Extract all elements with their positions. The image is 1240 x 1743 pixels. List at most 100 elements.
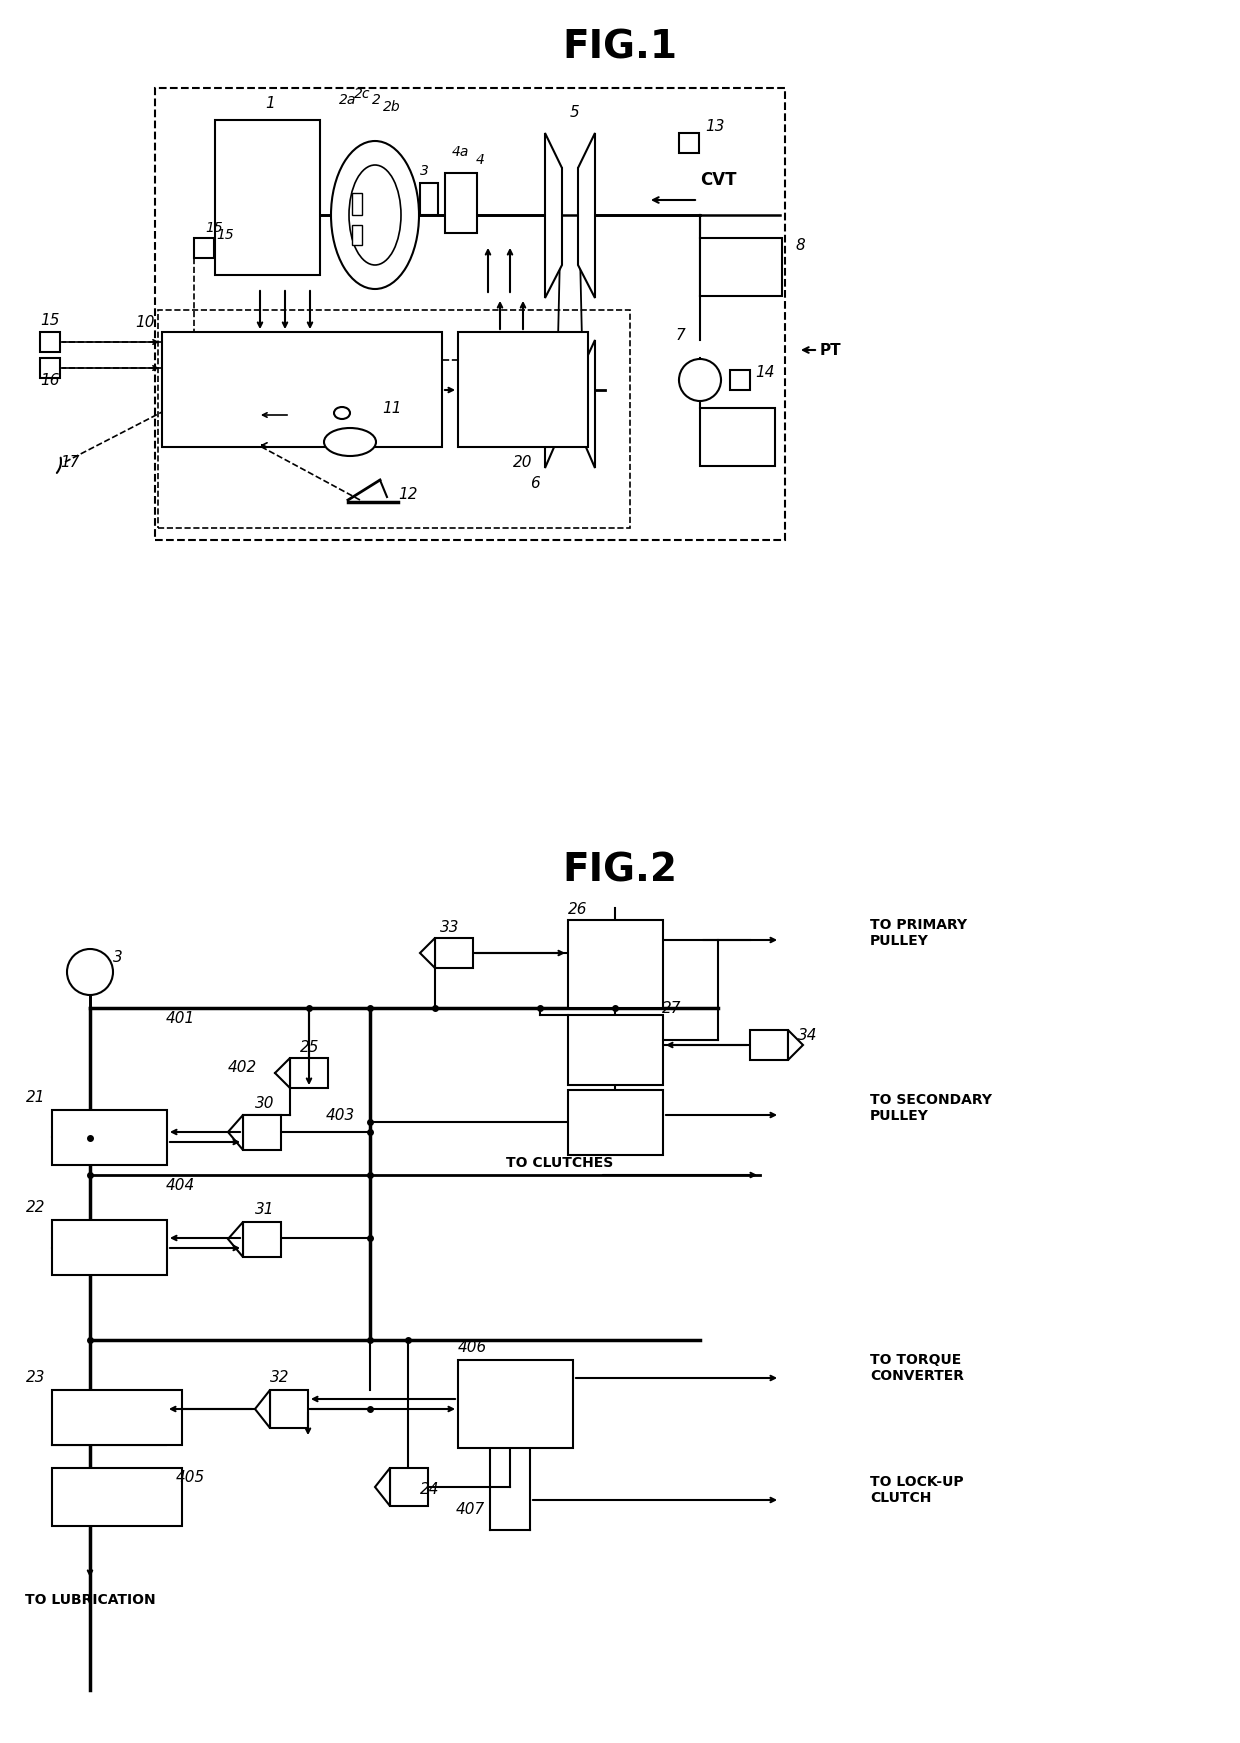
Polygon shape [546,340,558,469]
Text: 20: 20 [513,455,533,469]
Text: 14: 14 [755,364,775,380]
Text: 33: 33 [440,920,460,934]
Bar [701,239,782,296]
Text: 3: 3 [113,950,123,964]
Text: 23: 23 [26,1370,45,1386]
Text: 11: 11 [382,401,402,415]
Text: 17: 17 [61,455,79,469]
Bar [568,1089,663,1156]
Bar [193,239,215,258]
Text: 32: 32 [270,1370,290,1386]
Text: 34: 34 [799,1028,817,1042]
Bar [568,1014,663,1084]
Text: FIG.2: FIG.2 [563,851,677,889]
Bar [270,1389,308,1428]
Text: 2a: 2a [340,92,357,106]
Ellipse shape [348,166,401,265]
Text: CVT: CVT [701,171,737,188]
Ellipse shape [324,429,376,457]
Text: TO PRIMARY
PULLEY: TO PRIMARY PULLEY [870,919,967,948]
Text: 4: 4 [476,153,485,167]
Text: 27: 27 [662,1000,682,1016]
Bar [420,183,438,214]
Bar [568,920,663,1007]
Bar [435,938,472,967]
Bar [391,1468,428,1506]
Text: 16: 16 [40,373,60,387]
Bar [352,193,362,214]
Text: 21: 21 [26,1091,45,1105]
Bar [458,1360,573,1448]
Bar [352,225,362,246]
Bar [215,120,320,275]
Text: 5: 5 [570,105,580,120]
Text: 403: 403 [325,1107,355,1122]
Text: 15: 15 [216,228,234,242]
Text: 12: 12 [398,486,418,502]
Text: 10: 10 [135,314,155,329]
Text: 404: 404 [165,1178,195,1192]
Polygon shape [228,1222,243,1257]
Polygon shape [255,1389,270,1428]
Polygon shape [546,132,562,298]
Polygon shape [228,1116,243,1150]
Text: 6: 6 [531,476,539,490]
Text: 7: 7 [675,328,684,343]
Bar [40,331,60,352]
Text: 3: 3 [420,164,429,178]
Text: 22: 22 [26,1201,45,1215]
Bar [445,173,477,234]
Text: 1: 1 [265,96,275,110]
Text: 15: 15 [205,221,223,235]
Bar [243,1222,281,1257]
Text: 2c: 2c [353,87,371,101]
Text: 2b: 2b [383,99,401,113]
Text: 13: 13 [706,119,724,134]
Text: TO TORQUE
CONVERTER: TO TORQUE CONVERTER [870,1353,963,1384]
Text: 406: 406 [458,1340,486,1356]
Ellipse shape [334,408,350,418]
Bar [52,1220,167,1274]
Text: 402: 402 [227,1060,257,1075]
Bar [157,310,630,528]
Text: TO LOCK-UP
CLUTCH: TO LOCK-UP CLUTCH [870,1475,963,1506]
Ellipse shape [680,359,720,401]
Text: 26: 26 [568,901,588,917]
Bar [290,1058,329,1088]
Text: 2: 2 [372,92,381,106]
Text: 405: 405 [175,1471,205,1485]
Text: FIG.1: FIG.1 [563,28,677,66]
Bar [52,1468,182,1527]
Bar [40,357,60,378]
Bar [162,331,441,446]
Ellipse shape [331,141,419,289]
Bar [750,1030,787,1060]
Bar [243,1116,281,1150]
Polygon shape [787,1030,804,1060]
Bar [458,331,588,446]
Text: TO LUBRICATION: TO LUBRICATION [25,1593,155,1607]
Polygon shape [582,340,595,469]
Text: 4a: 4a [451,145,469,159]
Text: 30: 30 [255,1096,275,1110]
Text: 8: 8 [795,237,805,253]
Text: 31: 31 [255,1203,275,1218]
Bar [701,408,775,465]
Text: 401: 401 [165,1011,195,1025]
Text: TO CLUTCHES: TO CLUTCHES [506,1156,614,1170]
Text: 407: 407 [455,1502,485,1518]
Text: 25: 25 [300,1041,320,1056]
Bar [52,1389,182,1445]
Bar [52,1110,167,1164]
Polygon shape [578,132,595,298]
Text: PT: PT [820,343,842,357]
Bar [680,132,699,153]
Polygon shape [374,1468,391,1506]
Ellipse shape [67,948,113,995]
Text: 15: 15 [40,312,60,328]
Polygon shape [275,1058,290,1088]
Bar [730,370,750,390]
Bar [155,87,785,540]
Text: 24: 24 [420,1483,440,1497]
Polygon shape [420,938,435,967]
